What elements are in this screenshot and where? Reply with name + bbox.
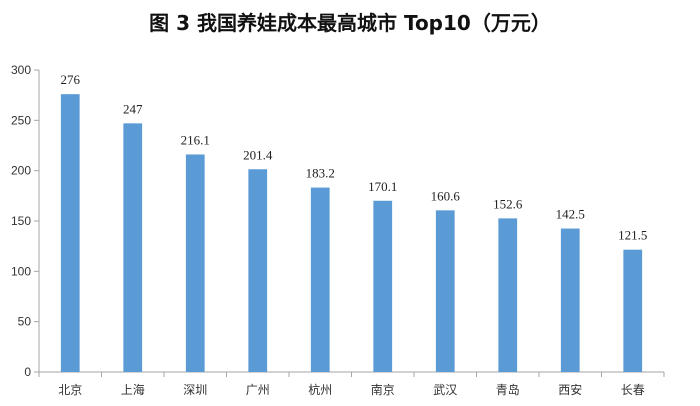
bar — [623, 249, 643, 372]
bar — [248, 169, 268, 372]
category-label: 武汉 — [433, 383, 457, 397]
category-label-group: 北京 上海 深圳 广州 杭州 南京 武汉 青岛 西安 长春 — [58, 382, 645, 397]
bar — [498, 218, 518, 372]
bar — [123, 123, 143, 372]
data-label: 121.5 — [618, 228, 647, 243]
y-tick-label: 300 — [11, 63, 31, 77]
data-label: 201.4 — [243, 147, 273, 162]
data-label: 142.5 — [556, 207, 585, 222]
y-tick-label: 150 — [11, 214, 31, 228]
bar — [560, 228, 580, 372]
category-label: 南京 — [371, 382, 395, 397]
bar — [60, 94, 80, 372]
bar-series — [60, 94, 643, 372]
y-tick-label: 250 — [11, 113, 31, 127]
category-label: 西安 — [558, 382, 582, 397]
data-label: 276 — [61, 72, 81, 87]
category-label: 青岛 — [496, 382, 520, 397]
category-label: 杭州 — [308, 382, 332, 397]
data-label: 216.1 — [181, 132, 210, 147]
y-tick-label: 100 — [11, 264, 31, 278]
data-label: 170.1 — [368, 179, 397, 194]
data-label: 247 — [123, 101, 143, 116]
y-tick-label: 200 — [11, 164, 31, 178]
data-label: 183.2 — [306, 166, 335, 181]
y-axis: 0 50 100 150 200 250 300 — [11, 63, 40, 379]
data-label-group: 276 247 216.1 201.4 183.2 170.1 160.6 152.6 142.… — [61, 72, 648, 243]
category-label: 长春 — [621, 383, 645, 397]
y-tick-label: 50 — [18, 315, 32, 329]
x-axis — [38, 371, 665, 377]
category-label: 上海 — [121, 382, 145, 397]
y-tick-label: 0 — [24, 365, 31, 379]
data-label: 160.6 — [431, 188, 461, 203]
bar — [310, 187, 330, 372]
category-label: 广州 — [246, 383, 270, 397]
category-label: 北京 — [58, 383, 82, 397]
bar — [435, 210, 455, 372]
data-label: 152.6 — [493, 196, 523, 211]
chart-title: 图 3 我国养娃成本最高城市 Top10（万元） — [149, 11, 551, 35]
bar — [373, 200, 393, 372]
category-label: 深圳 — [183, 383, 207, 397]
bar — [185, 154, 205, 372]
